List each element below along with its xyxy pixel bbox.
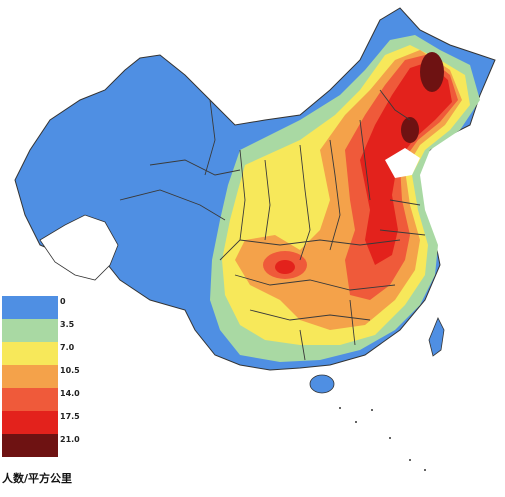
hainan-island [309,374,335,394]
legend-swatch [2,342,58,365]
legend-label: 7.0 [60,343,75,352]
legend-label: 10.5 [60,366,80,375]
legend-item: 3.5 [2,319,88,342]
legend-label: 21.0 [60,435,80,444]
bohai-sea [385,148,420,178]
legend-item: 0 [2,296,88,319]
legend-item: 14.0 [2,388,88,411]
taiwan-island [428,317,445,357]
province-boundaries [119,89,426,361]
density-zone-17-5-sichuan [275,260,295,274]
legend-swatch [2,411,58,434]
density-zone-17-5 [360,62,452,265]
legend-item: 10.5 [2,365,88,388]
density-zone-21-0-b [401,117,419,143]
legend-item: 7.0 [2,342,88,365]
legend-swatch [2,388,58,411]
legend-swatch [2,434,58,457]
legend: 0 3.5 7.0 10.5 14.0 17.5 21.0 [2,296,88,457]
legend-label: 3.5 [60,320,75,329]
legend-label: 17.5 [60,412,80,421]
legend-swatch [2,365,58,388]
legend-label: 0 [60,297,66,306]
legend-item: 17.5 [2,411,88,434]
legend-swatch [2,296,58,319]
legend-swatch [2,319,58,342]
density-zone-21-0-a [420,52,444,92]
legend-item: 21.0 [2,434,88,457]
legend-title: 人数/平方公里 [2,472,73,485]
taklimakan-white-area [39,214,119,281]
legend-label: 14.0 [60,389,80,398]
south-sea-islands [339,407,426,471]
